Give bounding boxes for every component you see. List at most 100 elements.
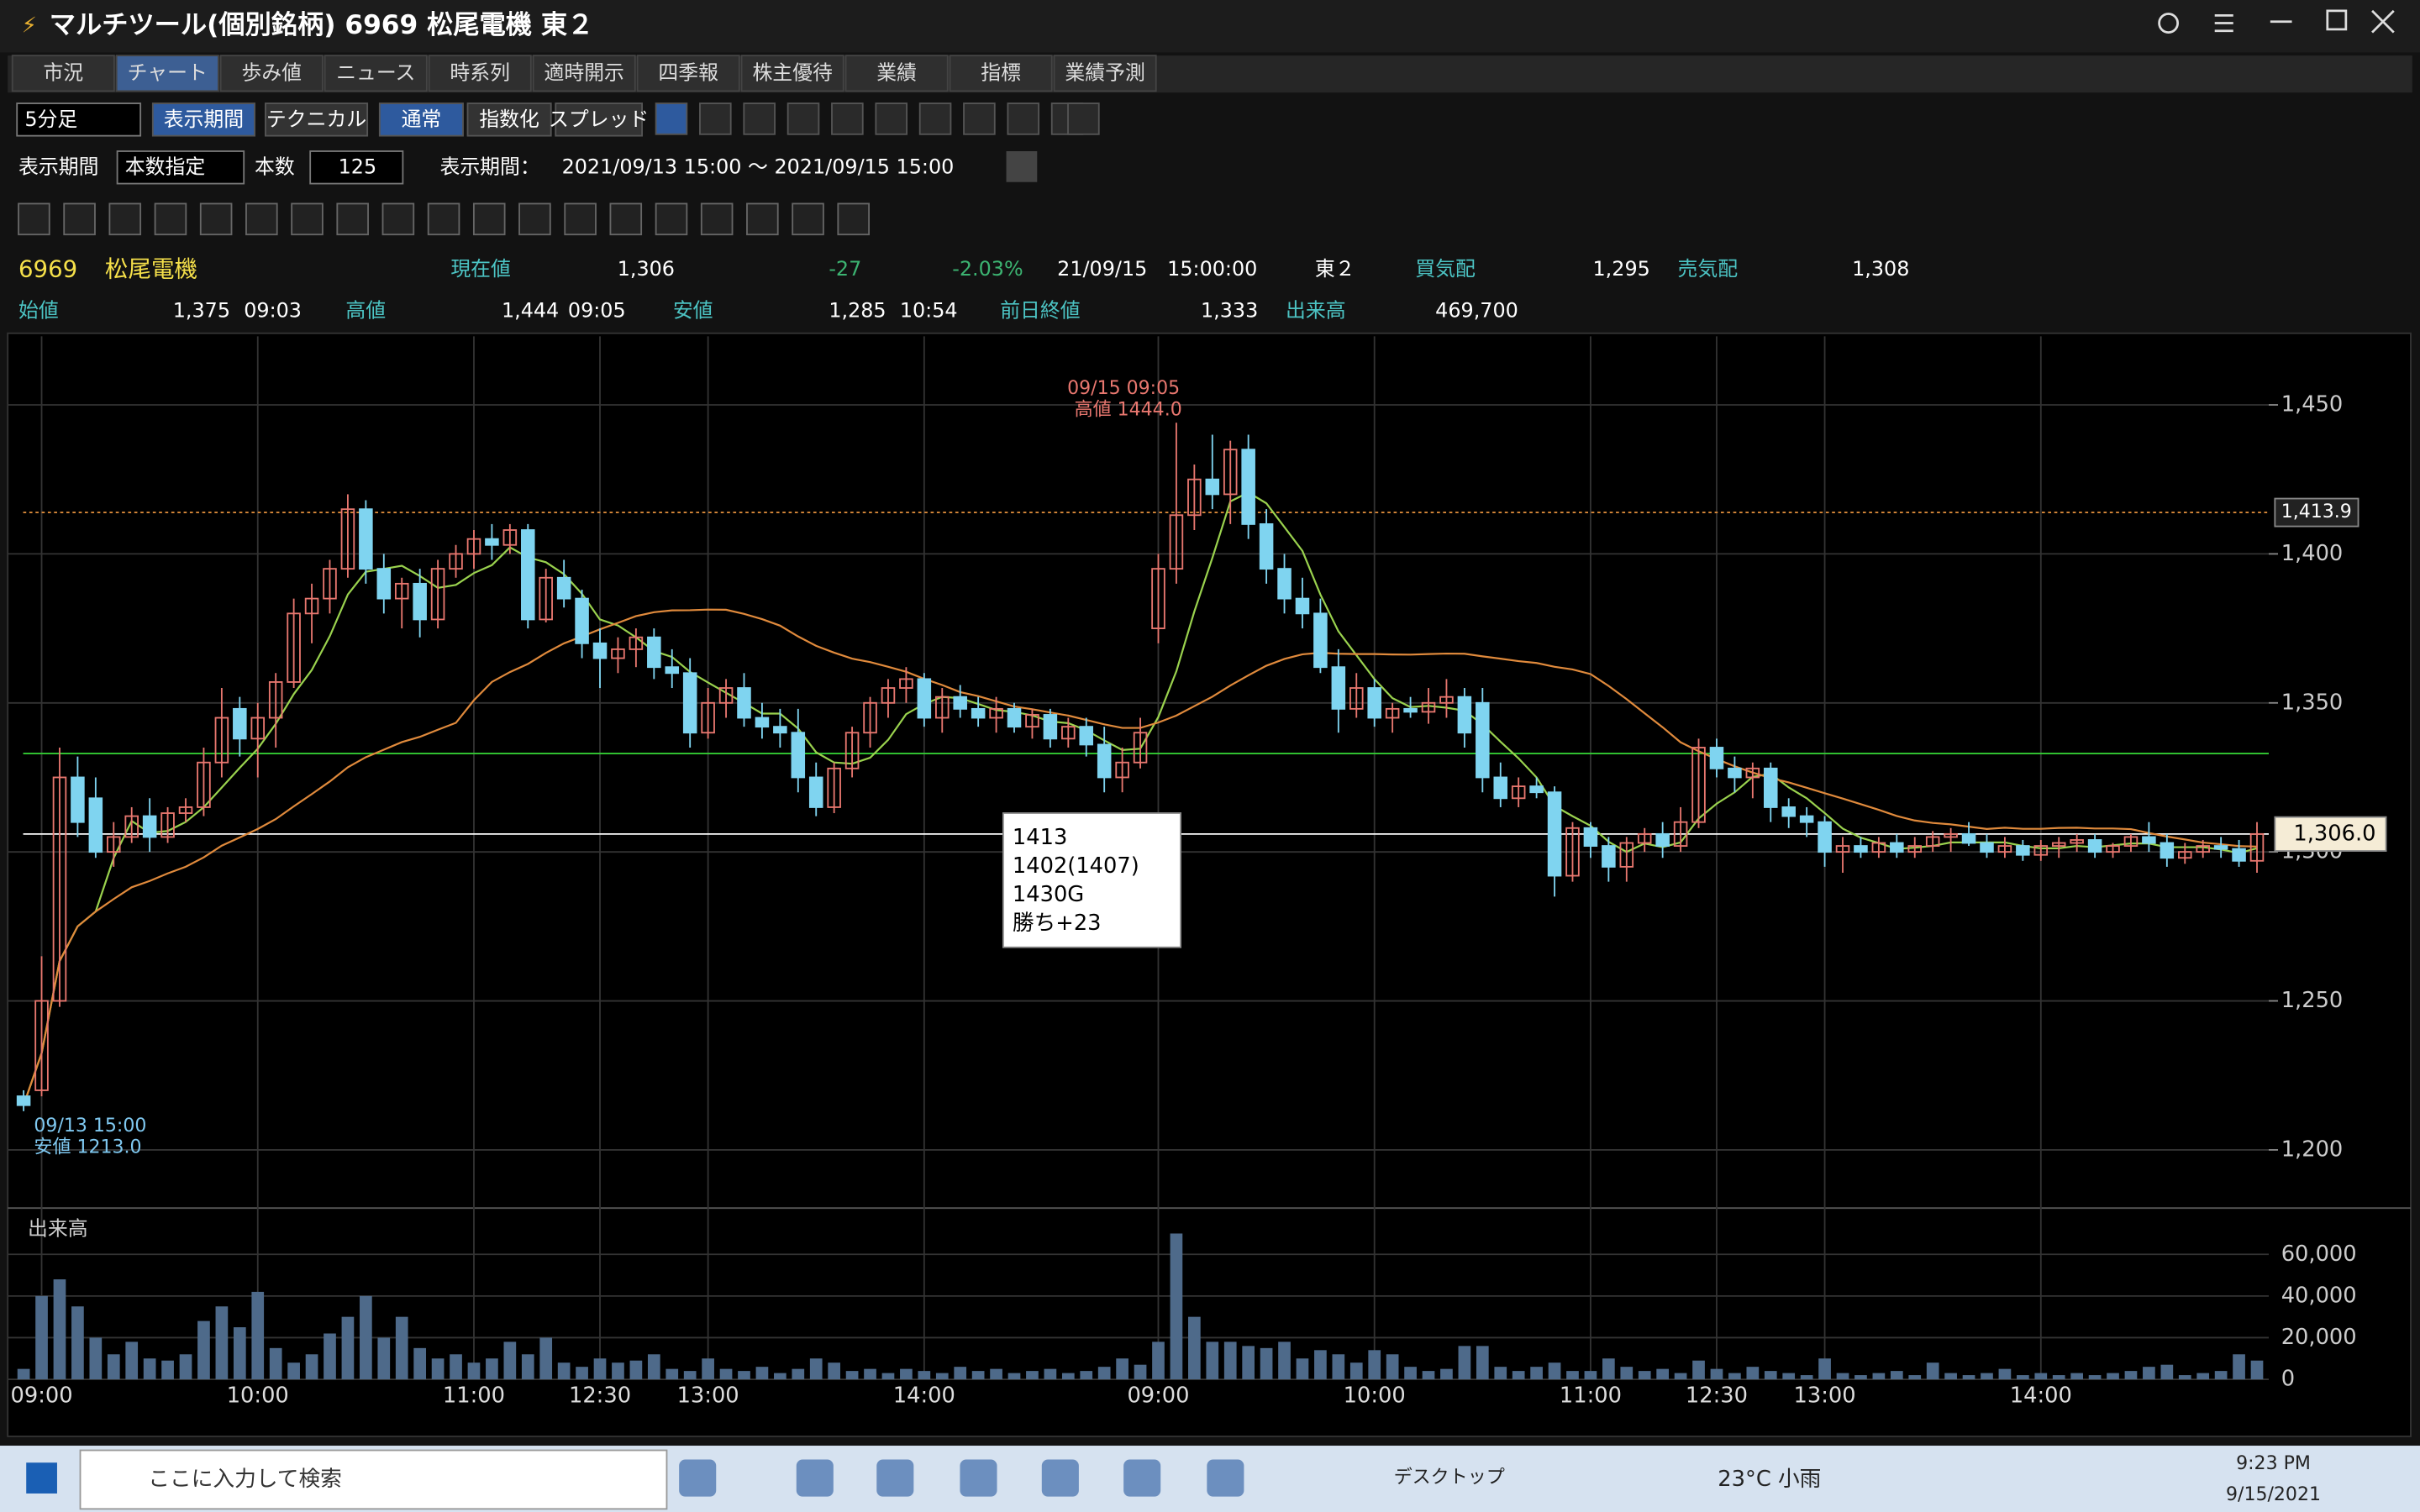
- candle-body: [1494, 777, 1507, 798]
- tool-icon[interactable]: [744, 103, 775, 134]
- volume-bar: [1782, 1373, 1795, 1379]
- candle-body: [71, 777, 84, 822]
- toolbar-button-label: 表示期間: [164, 108, 244, 131]
- volume-tick-label: 60,000: [2281, 1242, 2357, 1267]
- tool-icon[interactable]: [832, 103, 863, 134]
- volume-bar: [918, 1371, 930, 1379]
- taskbar-app[interactable]: [1207, 1460, 1244, 1497]
- volume-bar: [1656, 1369, 1669, 1379]
- tooltip-line: 1402(1407): [1013, 853, 1139, 879]
- return-button[interactable]: [1007, 151, 1038, 182]
- quote-field: 6969: [18, 255, 77, 282]
- volume-bar: [1008, 1373, 1021, 1379]
- volume-bar: [1927, 1362, 1939, 1379]
- candle-body: [377, 569, 390, 598]
- draw-tool[interactable]: [838, 203, 869, 234]
- candle-body: [1260, 524, 1273, 569]
- draw-tool[interactable]: [155, 203, 187, 234]
- tool-icon[interactable]: [920, 103, 951, 134]
- volume-bar: [1801, 1375, 1813, 1379]
- draw-tool[interactable]: [18, 203, 50, 234]
- annotation: 09/15 09:05: [1067, 378, 1180, 399]
- candle-body: [2089, 840, 2102, 852]
- draw-tool[interactable]: [201, 203, 232, 234]
- annotation: 09/13 15:00: [34, 1116, 146, 1137]
- start-button[interactable]: [26, 1462, 57, 1494]
- tab-label: 業績予測: [1065, 61, 1144, 85]
- draw-tool[interactable]: [246, 203, 277, 234]
- volume-bar: [1260, 1348, 1273, 1379]
- draw-tool[interactable]: [565, 203, 596, 234]
- draw-tool[interactable]: [610, 203, 641, 234]
- tool-icon[interactable]: [964, 103, 995, 134]
- draw-tool[interactable]: [337, 203, 368, 234]
- x-tick-label: 13:00: [677, 1383, 739, 1409]
- x-tick-label: 10:00: [1344, 1383, 1406, 1409]
- volume-bar: [900, 1369, 913, 1379]
- taskbar-app[interactable]: [797, 1460, 834, 1497]
- taskbar-app[interactable]: [960, 1460, 997, 1497]
- draw-tool[interactable]: [792, 203, 823, 234]
- clock-date: 9/15/2021: [2226, 1484, 2321, 1505]
- tooltip-line: 1430G: [1013, 882, 1084, 907]
- volume-bar: [2107, 1373, 2119, 1379]
- quote-field: 始値: [18, 299, 59, 323]
- toolbar-button-label: スプレッド: [549, 108, 649, 131]
- draw-tool[interactable]: [519, 203, 550, 234]
- taskbar-app[interactable]: [1123, 1460, 1160, 1497]
- draw-tool[interactable]: [109, 203, 140, 234]
- tool-icon[interactable]: [788, 103, 819, 134]
- volume-bar: [35, 1296, 48, 1379]
- draw-tool[interactable]: [429, 203, 460, 234]
- draw-tool[interactable]: [474, 203, 505, 234]
- y-tick-label: 1,450: [2281, 392, 2344, 417]
- candle-body: [1476, 703, 1489, 778]
- draw-tool[interactable]: [292, 203, 323, 234]
- draw-tool[interactable]: [383, 203, 414, 234]
- draw-tool[interactable]: [702, 203, 733, 234]
- candle-body: [1728, 769, 1741, 778]
- x-tick-label: 14:00: [893, 1383, 955, 1409]
- quote-field: 1,375: [173, 299, 230, 323]
- volume-bar: [2125, 1371, 2138, 1379]
- search-text: ここに入力して検索: [148, 1467, 342, 1492]
- candle-body: [1711, 748, 1723, 769]
- candle-body: [1098, 744, 1111, 777]
- taskbar-app[interactable]: [876, 1460, 913, 1497]
- volume-bar: [1854, 1375, 1867, 1379]
- count-label: 本数: [255, 155, 295, 179]
- draw-tool[interactable]: [64, 203, 95, 234]
- period-label: 表示期間：: [439, 155, 539, 179]
- volume-bar: [954, 1367, 966, 1379]
- volume-bar: [503, 1341, 516, 1379]
- draw-tool[interactable]: [656, 203, 687, 234]
- tool-icon[interactable]: [700, 103, 731, 134]
- volume-bar: [1728, 1373, 1741, 1379]
- volume-bar: [1152, 1341, 1165, 1379]
- volume-bar: [216, 1306, 229, 1379]
- volume-bar: [161, 1361, 174, 1379]
- range-label: 表示期間: [18, 155, 98, 179]
- print-icon[interactable]: [1068, 103, 1099, 134]
- volume-bar: [522, 1354, 534, 1379]
- tool-icon[interactable]: [656, 103, 687, 134]
- draw-tool[interactable]: [747, 203, 778, 234]
- quote-field: 1,285: [829, 299, 886, 323]
- desktop-label: デスクトップ: [1394, 1467, 1505, 1488]
- volume-bar: [1098, 1367, 1111, 1379]
- tool-icon[interactable]: [1007, 103, 1039, 134]
- volume-bar: [2196, 1373, 2209, 1379]
- annotation: 高値 1444.0: [1075, 400, 1182, 421]
- volume-bar: [1224, 1341, 1237, 1379]
- candle-body: [1891, 843, 1903, 853]
- volume-bar: [1386, 1354, 1399, 1379]
- candle-body: [594, 643, 607, 659]
- volume-bar: [1314, 1350, 1327, 1379]
- tool-icon[interactable]: [876, 103, 907, 134]
- candle-body: [1368, 688, 1381, 717]
- candle-body: [2160, 843, 2173, 858]
- candle-body: [234, 709, 246, 738]
- tab-label: 指標: [981, 61, 1021, 85]
- taskbar-app[interactable]: [1042, 1460, 1079, 1497]
- taskbar-app[interactable]: [679, 1460, 716, 1497]
